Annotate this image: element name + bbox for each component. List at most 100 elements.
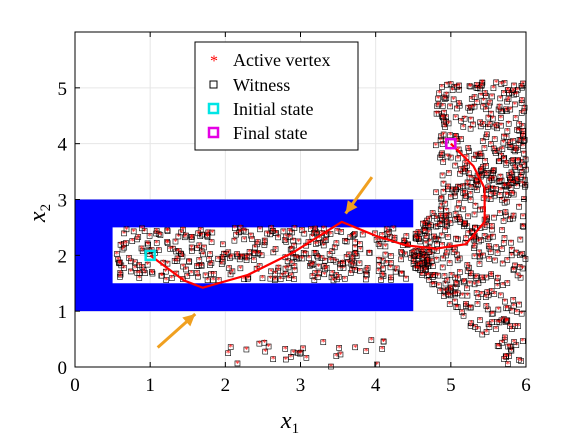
active-vertex-marker: *: [292, 261, 297, 271]
active-vertex-marker: *: [494, 243, 499, 253]
active-vertex-marker: *: [466, 212, 471, 222]
data-point: *: [431, 235, 438, 245]
active-vertex-marker: *: [432, 235, 437, 245]
data-point: *: [517, 273, 524, 283]
data-point: *: [327, 229, 334, 239]
active-vertex-marker: *: [283, 236, 288, 246]
active-vertex-marker: *: [487, 254, 492, 264]
data-point: *: [164, 239, 171, 249]
data-point: *: [511, 337, 517, 347]
active-vertex-marker: *: [323, 256, 328, 266]
active-vertex-marker: *: [425, 232, 430, 242]
witness-marker: [507, 216, 513, 223]
active-vertex-marker: *: [432, 232, 437, 242]
data-point: *: [518, 173, 524, 183]
witness-marker: [283, 238, 290, 245]
active-vertex-marker: *: [513, 100, 518, 110]
active-vertex-marker: *: [383, 250, 388, 260]
active-vertex-marker: *: [179, 228, 184, 238]
data-point: *: [347, 269, 354, 279]
witness-marker: [464, 285, 470, 292]
active-vertex-marker: *: [520, 132, 525, 142]
witness-marker: [511, 339, 517, 345]
witness-marker: [483, 217, 489, 224]
x-tick-label: 1: [145, 375, 155, 396]
active-vertex-marker: *: [423, 266, 428, 276]
witness-marker: [422, 227, 429, 234]
active-vertex-marker: *: [339, 227, 344, 237]
y-tick-label: 3: [58, 191, 68, 212]
data-point: *: [499, 195, 505, 205]
data-point: *: [490, 84, 497, 94]
data-point: *: [134, 235, 140, 245]
data-point: *: [474, 80, 480, 90]
data-point: *: [413, 263, 420, 273]
active-vertex-marker: *: [284, 237, 289, 247]
witness-marker: [349, 257, 355, 264]
active-vertex-marker: *: [316, 262, 321, 272]
active-vertex-marker: *: [474, 272, 479, 282]
active-vertex-marker: *: [499, 185, 504, 195]
data-point: *: [283, 237, 290, 247]
data-point: *: [490, 232, 496, 242]
active-vertex-marker: *: [490, 221, 495, 231]
data-point: *: [388, 273, 394, 283]
witness-marker: [391, 234, 398, 241]
witness-marker: [503, 305, 510, 312]
data-point: *: [514, 125, 520, 135]
active-vertex-marker: *: [269, 224, 274, 234]
data-point: *: [516, 202, 522, 212]
active-vertex-marker: *: [316, 253, 321, 263]
data-point: *: [519, 249, 525, 259]
active-vertex-marker: *: [156, 230, 161, 240]
data-point: *: [494, 248, 501, 258]
active-vertex-marker: *: [477, 237, 482, 247]
active-vertex-marker: *: [446, 232, 451, 242]
data-point: *: [226, 264, 232, 274]
active-vertex-marker: *: [185, 271, 190, 281]
active-vertex-marker: *: [479, 289, 484, 299]
data-point: *: [454, 289, 461, 299]
data-point: *: [349, 256, 355, 266]
data-point: *: [454, 256, 461, 266]
active-vertex-marker: *: [505, 316, 510, 326]
data-point: *: [454, 280, 460, 290]
data-point: *: [438, 195, 444, 205]
active-vertex-marker: *: [465, 291, 470, 301]
data-point: *: [519, 96, 525, 106]
active-vertex-marker: *: [500, 107, 505, 117]
data-point: *: [495, 105, 502, 115]
witness-marker: [488, 311, 495, 317]
data-point: *: [516, 300, 522, 310]
active-vertex-marker: *: [484, 216, 489, 226]
active-vertex-marker: *: [330, 247, 335, 257]
active-vertex-marker: *: [364, 270, 369, 280]
witness-marker: [438, 202, 445, 209]
active-vertex-marker: *: [495, 282, 500, 292]
data-point: *: [505, 119, 512, 129]
data-point: *: [501, 355, 507, 365]
data-point: *: [164, 226, 171, 236]
witness-marker: [357, 241, 363, 247]
witness-marker: [512, 262, 518, 269]
data-point: *: [500, 239, 507, 249]
active-vertex-marker: *: [199, 260, 204, 270]
witness-marker: [424, 257, 431, 263]
data-point: *: [363, 266, 370, 276]
active-vertex-marker: *: [490, 309, 495, 319]
active-vertex-marker: *: [384, 225, 389, 235]
data-point: *: [121, 243, 127, 253]
data-point: *: [327, 255, 334, 265]
data-point: *: [379, 344, 385, 354]
witness-marker: [379, 271, 386, 278]
witness-marker: [429, 210, 436, 216]
witness-marker: [464, 268, 471, 274]
data-point: *: [320, 338, 327, 348]
witness-marker: [164, 228, 171, 234]
active-vertex-marker: *: [298, 349, 303, 359]
witness-marker: [275, 267, 281, 274]
witness-marker: [123, 226, 130, 233]
active-vertex-marker: *: [118, 268, 123, 278]
active-vertex-marker: *: [216, 276, 221, 286]
active-vertex-marker: *: [520, 122, 525, 132]
